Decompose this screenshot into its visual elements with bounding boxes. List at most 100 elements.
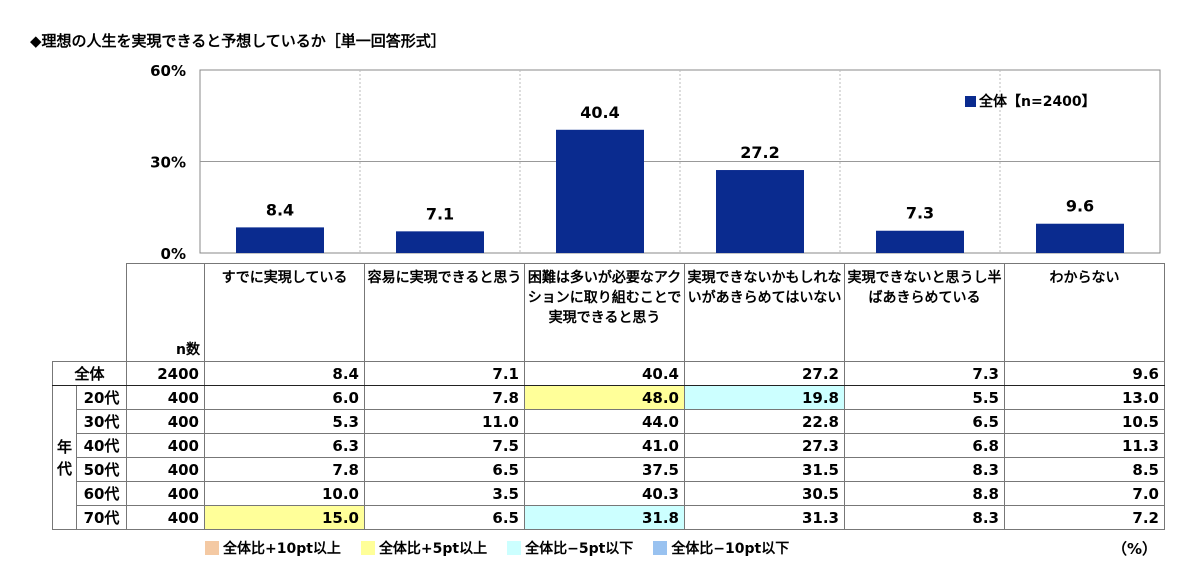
- table-cell: 7.2: [1004, 505, 1165, 530]
- data-label: 27.2: [740, 143, 779, 162]
- column-header: 実現できないと思うし半ばあきらめている: [844, 263, 1005, 362]
- chart-title: ◆理想の人生を実現できると予想しているか［単一回答形式］: [30, 32, 446, 50]
- n-header: n数: [126, 263, 205, 362]
- y-tick-label: 60%: [150, 62, 186, 80]
- table-cell: 31.5: [684, 457, 845, 482]
- table-cell: 8.5: [1004, 457, 1165, 482]
- row-label: 60代: [76, 481, 127, 506]
- data-label: 7.3: [906, 204, 934, 223]
- table-cell: 48.0: [524, 385, 685, 410]
- bar: [556, 129, 644, 253]
- color-legend: 全体比+10pt以上 全体比+5pt以上 全体比−5pt以下 全体比−10pt以下: [205, 538, 809, 558]
- table-cell: 8.8: [844, 481, 1005, 506]
- row-label: 20代: [76, 385, 127, 410]
- table-cell: 10.5: [1004, 409, 1165, 434]
- table-cell: 6.5: [844, 409, 1005, 434]
- row-label: 30代: [76, 409, 127, 434]
- table-cell: 9.6: [1004, 361, 1165, 386]
- n-value: 400: [126, 505, 205, 530]
- column-header: わからない: [1004, 263, 1165, 362]
- legend-swatch: [205, 541, 219, 555]
- y-tick-label: 30%: [150, 154, 186, 172]
- legend-swatch: [507, 541, 522, 555]
- data-table: n数 すでに実現している 容易に実現できると思う 困難は多いが必要なアクションに取り組…: [52, 263, 1165, 530]
- table-cell: 8.4: [204, 361, 365, 386]
- table-cell: 6.5: [364, 505, 525, 530]
- row-label: 40代: [76, 433, 127, 458]
- table-cell: 40.3: [524, 481, 685, 506]
- bar: [396, 231, 484, 253]
- group-label: 年代: [52, 385, 77, 530]
- column-header: 困難は多いが必要なアクションに取り組むことで実現できると思う: [524, 263, 685, 362]
- table-cell: 11.0: [364, 409, 525, 434]
- legend-item: 全体比+10pt以上: [205, 538, 341, 558]
- table-cell: 40.4: [524, 361, 685, 386]
- table-cell: 30.5: [684, 481, 845, 506]
- table-cell: 6.3: [204, 433, 365, 458]
- table-cell: 7.3: [844, 361, 1005, 386]
- table-cell: 8.3: [844, 505, 1005, 530]
- table-cell: 13.0: [1004, 385, 1165, 410]
- legend-swatch: [653, 541, 668, 555]
- table-cell: 19.8: [684, 385, 845, 410]
- bar-chart: 0% 30% 60% 8.4 7.1 40.4 27.2 7.3 9.6 全体【n=2400】: [150, 62, 1161, 263]
- row-label: 50代: [76, 457, 127, 482]
- legend-label: 全体比+5pt以上: [378, 541, 488, 557]
- table-row: 40代 400 6.3 7.5 41.0 27.3 6.8 11.3: [53, 433, 1165, 458]
- legend-label: 全体比+10pt以上: [223, 541, 341, 557]
- header-blank: [52, 263, 127, 362]
- table-cell: 27.3: [684, 433, 845, 458]
- bar: [1036, 223, 1124, 253]
- legend-swatch: [360, 541, 375, 555]
- table-row: 30代 400 5.3 11.0 44.0 22.8 6.5 10.5: [53, 409, 1165, 434]
- table-cell: 11.3: [1004, 433, 1165, 458]
- table-cell: 6.5: [364, 457, 525, 482]
- row-label: 70代: [76, 505, 127, 530]
- unit-label: （%）: [1112, 540, 1158, 558]
- table-cell: 31.3: [684, 505, 845, 530]
- n-value: 2400: [126, 361, 205, 386]
- legend-label: 全体比−5pt以下: [525, 541, 634, 557]
- table-cell: 5.5: [844, 385, 1005, 410]
- n-value: 400: [126, 385, 205, 410]
- data-label: 8.4: [266, 200, 294, 219]
- data-label: 40.4: [580, 103, 619, 122]
- table-cell: 7.5: [364, 433, 525, 458]
- legend-item: 全体比−10pt以下: [653, 538, 789, 558]
- legend-swatch: [965, 96, 976, 107]
- table-cell: 22.8: [684, 409, 845, 434]
- row-label: 全体: [52, 361, 127, 386]
- table-cell: 15.0: [204, 505, 365, 530]
- table-row: 50代 400 7.8 6.5 37.5 31.5 8.3 8.5: [53, 457, 1165, 482]
- table-cell: 44.0: [524, 409, 685, 434]
- n-value: 400: [126, 409, 205, 434]
- table-row: 60代 400 10.0 3.5 40.3 30.5 8.8 7.0: [53, 481, 1165, 506]
- bar: [716, 170, 804, 253]
- table-cell: 27.2: [684, 361, 845, 386]
- table-cell: 31.8: [524, 505, 685, 530]
- table-cell: 37.5: [524, 457, 685, 482]
- bar: [876, 230, 964, 253]
- total-row: 全体 2400 8.4 7.1 40.4 27.2 7.3 9.6: [52, 361, 1165, 386]
- n-value: 400: [126, 433, 205, 458]
- legend-label: 全体【n=2400】: [978, 93, 1096, 110]
- legend-label: 全体比−10pt以下: [671, 541, 790, 557]
- table-header-row: n数 すでに実現している 容易に実現できると思う 困難は多いが必要なアクションに取り組…: [52, 263, 1165, 362]
- column-header: すでに実現している: [204, 263, 365, 362]
- table-cell: 5.3: [204, 409, 365, 434]
- bar: [236, 227, 324, 253]
- column-header: 実現できないかもしれないがあきらめてはいない: [684, 263, 845, 362]
- table-cell: 7.0: [1004, 481, 1165, 506]
- legend-item: 全体比+5pt以上: [360, 538, 488, 558]
- n-value: 400: [126, 481, 205, 506]
- table-row: 年代 20代 400 6.0 7.8 48.0 19.8 5.5 13.0: [52, 385, 1165, 530]
- table-cell: 6.8: [844, 433, 1005, 458]
- table-cell: 41.0: [524, 433, 685, 458]
- table-row: 70代 400 15.0 6.5 31.8 31.3 8.3 7.2: [53, 505, 1165, 530]
- n-value: 400: [126, 457, 205, 482]
- legend-item: 全体比−5pt以下: [507, 538, 633, 558]
- y-tick-label: 0%: [161, 245, 186, 263]
- table-body: n数 すでに実現している 容易に実現できると思う 困難は多いが必要なアクションに取り組…: [52, 263, 1165, 530]
- table-cell: 10.0: [204, 481, 365, 506]
- table-cell: 7.8: [204, 457, 365, 482]
